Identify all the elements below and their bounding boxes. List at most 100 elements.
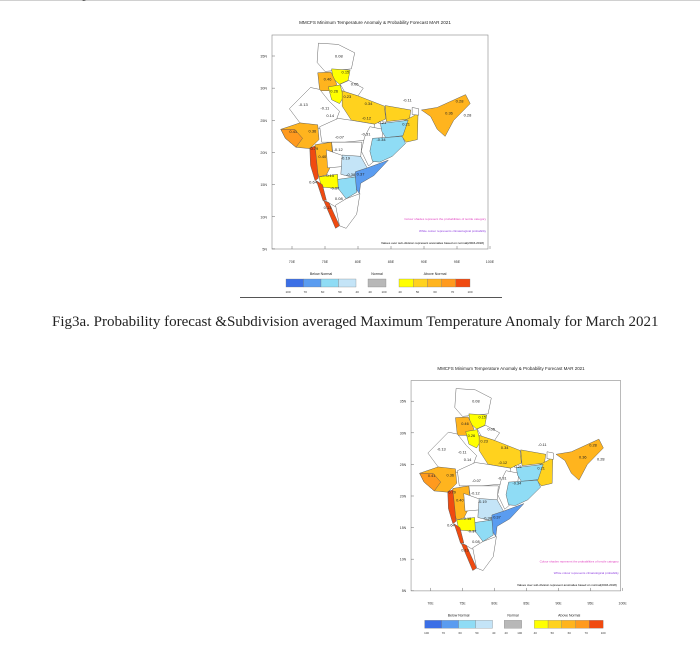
- legend-normal-label: Normal: [371, 272, 383, 276]
- subdivision-sub-himalayan-wb: [411, 107, 419, 116]
- subdivision-value: 0.40: [456, 498, 464, 503]
- legend-tick: 50: [338, 290, 342, 294]
- lon-tick-label: 90E: [555, 602, 562, 606]
- legend-tick: 40: [356, 290, 360, 294]
- subdivision-value: 0.36: [309, 129, 318, 134]
- legend-tick: 40: [534, 631, 538, 635]
- forecast-map: MMCFS Minimum Temperature Anomaly & Prob…: [260, 20, 494, 294]
- subdivision-value: -0.31: [361, 132, 371, 137]
- legend-below-label: Below Normal: [448, 613, 470, 617]
- subdivision-value: 0.28: [464, 112, 473, 117]
- forecast-map-figure-1: MMCFS Minimum Temperature Anomaly & Prob…: [240, 10, 510, 300]
- subdivision-value: 0.08: [472, 398, 480, 403]
- subdivision-value: 0.21: [514, 464, 522, 469]
- subdivision-konkan: [309, 145, 319, 182]
- subdivision-value: 0.34: [365, 101, 374, 106]
- legend-above-label: Above Normal: [558, 613, 580, 617]
- legend-swatch-below: [424, 620, 442, 629]
- lon-tick-label: 95E: [587, 602, 594, 606]
- lat-tick-label: 25N: [400, 463, 407, 467]
- subdivision-value: 0.15: [478, 414, 486, 419]
- lon-tick-label: 75E: [459, 602, 466, 606]
- legend-tick: 70: [585, 631, 589, 635]
- legend-swatch-above: [413, 278, 428, 288]
- map-note: Colour shades represent the probabilitie…: [540, 559, 620, 563]
- subdivision-value: -0.13: [299, 102, 309, 107]
- lat-tick-label: 30N: [400, 431, 407, 435]
- legend-tick: 60: [459, 631, 463, 635]
- subdivision-value: 0.23: [343, 94, 352, 99]
- lon-tick-label: 90E: [421, 260, 428, 264]
- map-note: White colour represents climatological p…: [554, 571, 619, 575]
- map-title: MMCFS Minimum Temperature Anomaly & Prob…: [437, 366, 585, 371]
- subdivision-value: 0.36: [446, 472, 454, 477]
- lon-tick-label: 70E: [289, 260, 296, 264]
- legend-tick: 60: [433, 290, 437, 294]
- subdivision-saurashtra-region: [419, 473, 441, 492]
- subdivision-value: -0.38: [483, 515, 492, 520]
- subdivision-value: -0.11: [320, 105, 330, 110]
- legend-tick: 70: [442, 631, 446, 635]
- legend-tick: 100: [467, 290, 472, 294]
- top-border: [0, 0, 700, 1]
- subdivision-value: 0.46: [324, 76, 333, 81]
- lat-tick-label: 10N: [260, 215, 267, 219]
- lon-tick-label: 80E: [355, 260, 362, 264]
- subdivision-value: 0.05: [351, 82, 360, 87]
- forecast-map-figure-2: MMCFS Minimum Temperature Anomaly & Prob…: [380, 356, 642, 641]
- lon-tick-label: 85E: [523, 602, 530, 606]
- subdivision-tamil-nadu: [472, 536, 497, 571]
- subdivision-value: -0.34: [376, 137, 386, 142]
- subdivision-value: -0.13: [437, 446, 446, 451]
- legend-swatch-below: [338, 278, 357, 288]
- subdivision-value: -0.12: [334, 147, 344, 152]
- subdivision-value: 0.21: [378, 120, 387, 125]
- legend-swatch-above: [575, 620, 590, 629]
- legend-tick: 50: [475, 631, 479, 635]
- legend-tick: 100: [601, 631, 606, 635]
- subdivision-value: 0.79: [310, 146, 319, 151]
- legend-tick: 100: [381, 290, 386, 294]
- subdivision-konkan: [447, 489, 457, 525]
- stray-glyph: 1: [81, 0, 87, 4]
- lat-tick-label: 10N: [400, 558, 407, 562]
- subdivision-haryana: [465, 429, 481, 449]
- lat-tick-label: 35N: [400, 400, 407, 404]
- legend-swatch-below: [303, 278, 322, 288]
- subdivision-value: 0.14: [326, 113, 335, 118]
- subdivision-jammu-kashmir: [454, 388, 492, 417]
- legend-tick: 40: [492, 631, 496, 635]
- subdivision-value: 0.34: [501, 445, 509, 450]
- legend-swatch-above: [455, 278, 471, 288]
- legend-swatch-above: [534, 620, 549, 629]
- subdivision-uttar-pradesh: [478, 435, 522, 469]
- lat-tick-label: 20N: [400, 494, 407, 498]
- legend-swatch-above: [427, 278, 442, 288]
- legend-tick: 50: [416, 290, 420, 294]
- forecast-map: MMCFS Minimum Temperature Anomaly & Prob…: [400, 366, 627, 635]
- lat-tick-label: 15N: [260, 183, 267, 187]
- lat-tick-label: 30N: [260, 87, 267, 91]
- subdivision-value: 0.26: [330, 89, 339, 94]
- subdivision-value: -0.11: [538, 442, 547, 447]
- subdivision-value: -0.07: [335, 134, 345, 139]
- subdivision-value: 0.15: [342, 69, 351, 74]
- legend-swatch-above: [589, 620, 604, 629]
- map-title: MMCFS Minimum Temperature Anomaly & Prob…: [299, 20, 451, 25]
- subdivision-value: -0.12: [362, 116, 372, 121]
- subdivision-value: -0.11: [403, 98, 413, 103]
- legend-swatch-below: [458, 620, 476, 629]
- subdivision-value: -0.19: [478, 499, 487, 504]
- legend-tick: 70: [451, 290, 455, 294]
- subdivision-value: 0.05: [487, 426, 495, 431]
- subdivision-saurashtra-region: [280, 129, 303, 148]
- subdivision-north-east: [420, 94, 471, 137]
- legend-swatch-above: [561, 620, 576, 629]
- legend-tick: 40: [368, 290, 372, 294]
- lon-tick-label: 75E: [322, 260, 329, 264]
- subdivision-value: -0.34: [512, 481, 522, 486]
- legend-tick: 60: [568, 631, 572, 635]
- map-note: Values over sub-division represent anoma…: [517, 583, 617, 587]
- subdivision-value: 0.15: [464, 516, 472, 521]
- subdivision-value: 0.15: [326, 173, 335, 178]
